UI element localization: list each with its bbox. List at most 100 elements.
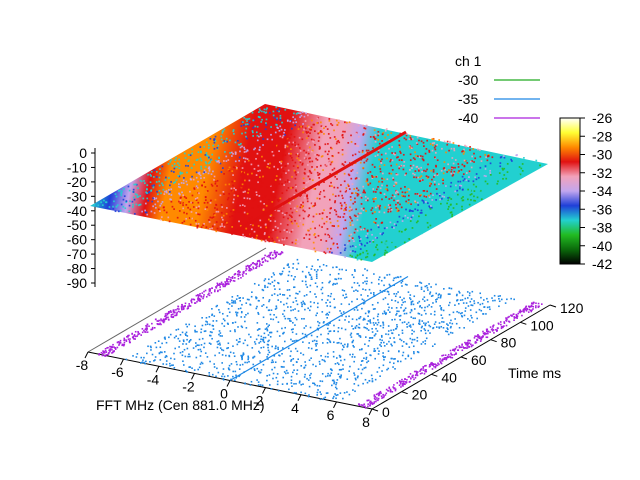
surface-sample (396, 173, 399, 176)
floor-point (290, 328, 293, 331)
surface-sample (242, 191, 245, 193)
floor-point (329, 305, 332, 308)
surface-sample (314, 202, 316, 205)
surface-sample (343, 209, 345, 212)
floor-point (382, 312, 384, 315)
floor-point (206, 321, 209, 323)
surface-sample (215, 189, 218, 192)
surface-sample (253, 230, 256, 233)
surface-sample (377, 151, 380, 153)
floor-point (395, 314, 397, 316)
floor-point (471, 290, 474, 293)
surface-sample (271, 150, 274, 153)
surface-sample (422, 201, 425, 204)
surface-sample (337, 213, 340, 216)
floor-point (478, 308, 481, 311)
surface-sample (463, 148, 465, 151)
surface-sample (297, 171, 299, 174)
surface-sample (221, 226, 224, 229)
surface-sample (273, 116, 276, 119)
surface-sample (458, 170, 460, 172)
surface-sample (463, 151, 466, 153)
surface-sample (360, 228, 362, 231)
surface-sample (159, 210, 161, 213)
surface-sample (214, 140, 217, 142)
surface-sample (344, 190, 347, 193)
floor-edge-point (474, 342, 477, 344)
surface-sample (419, 155, 422, 157)
floor-point (459, 312, 462, 315)
surface-sample (291, 143, 294, 146)
surface-sample (307, 173, 309, 175)
surface-sample (234, 160, 237, 163)
floor-point (388, 293, 390, 296)
surface-sample (311, 169, 314, 171)
surface-sample (231, 170, 234, 172)
floor-point (429, 291, 432, 293)
surface-sample (344, 207, 347, 210)
floor-edge-point (470, 345, 473, 348)
floor-point (398, 350, 400, 353)
floor-point (423, 328, 426, 330)
floor-point (288, 270, 291, 273)
surface-sample (307, 149, 310, 152)
floor-point (169, 365, 171, 367)
floor-point (268, 300, 270, 303)
floor-edge-point (373, 395, 376, 397)
floor-edge-point (377, 392, 380, 395)
floor-edge-point (263, 257, 265, 259)
floor-point (360, 360, 363, 362)
floor-edge-point (389, 390, 392, 393)
surface-sample (383, 227, 386, 230)
floor-point (301, 303, 303, 306)
surface-sample (539, 164, 541, 167)
surface-sample (191, 152, 194, 155)
floor-point (316, 306, 319, 309)
floor-point (331, 379, 334, 382)
floor-point (278, 354, 281, 357)
floor-point (182, 364, 185, 366)
floor-edge-point (174, 311, 176, 314)
floor-point (323, 359, 325, 362)
floor-point (153, 359, 155, 362)
floor-point (165, 355, 168, 358)
floor-point (338, 354, 341, 357)
floor-point (163, 351, 166, 353)
surface-sample (387, 204, 390, 206)
floor-edge-point (242, 272, 245, 274)
surface-sample (205, 154, 208, 156)
floor-point (346, 378, 349, 381)
floor-point (329, 330, 332, 332)
floor-point (382, 326, 385, 329)
floor-point (352, 276, 355, 279)
surface-sample (473, 190, 476, 192)
floor-point (384, 356, 386, 358)
floor-edge-point (434, 366, 437, 369)
floor-point (198, 366, 201, 369)
surface-sample (141, 210, 143, 213)
surface-sample (203, 181, 206, 184)
floor-point (350, 336, 353, 338)
floor-point (309, 374, 311, 377)
floor-point (270, 361, 273, 364)
floor-edge-point (128, 334, 130, 337)
floor-point (314, 383, 316, 386)
floor-point (199, 355, 202, 357)
surface-sample (173, 162, 176, 165)
floor-point (336, 342, 339, 344)
surface-sample (343, 212, 346, 215)
floor-point (275, 345, 277, 347)
floor-point (325, 392, 328, 394)
floor-edge-point (476, 338, 478, 341)
floor-point (399, 314, 402, 317)
surface-sample (345, 152, 347, 154)
surface-sample (388, 139, 391, 141)
floor-edge-point (111, 348, 113, 351)
floor-point (218, 352, 221, 354)
surface-sample (381, 177, 383, 180)
surface-sample (302, 131, 304, 134)
surface-sample (179, 173, 182, 175)
floor-edge-point (214, 290, 216, 293)
surface-sample (410, 138, 413, 141)
surface-sample (230, 210, 232, 213)
